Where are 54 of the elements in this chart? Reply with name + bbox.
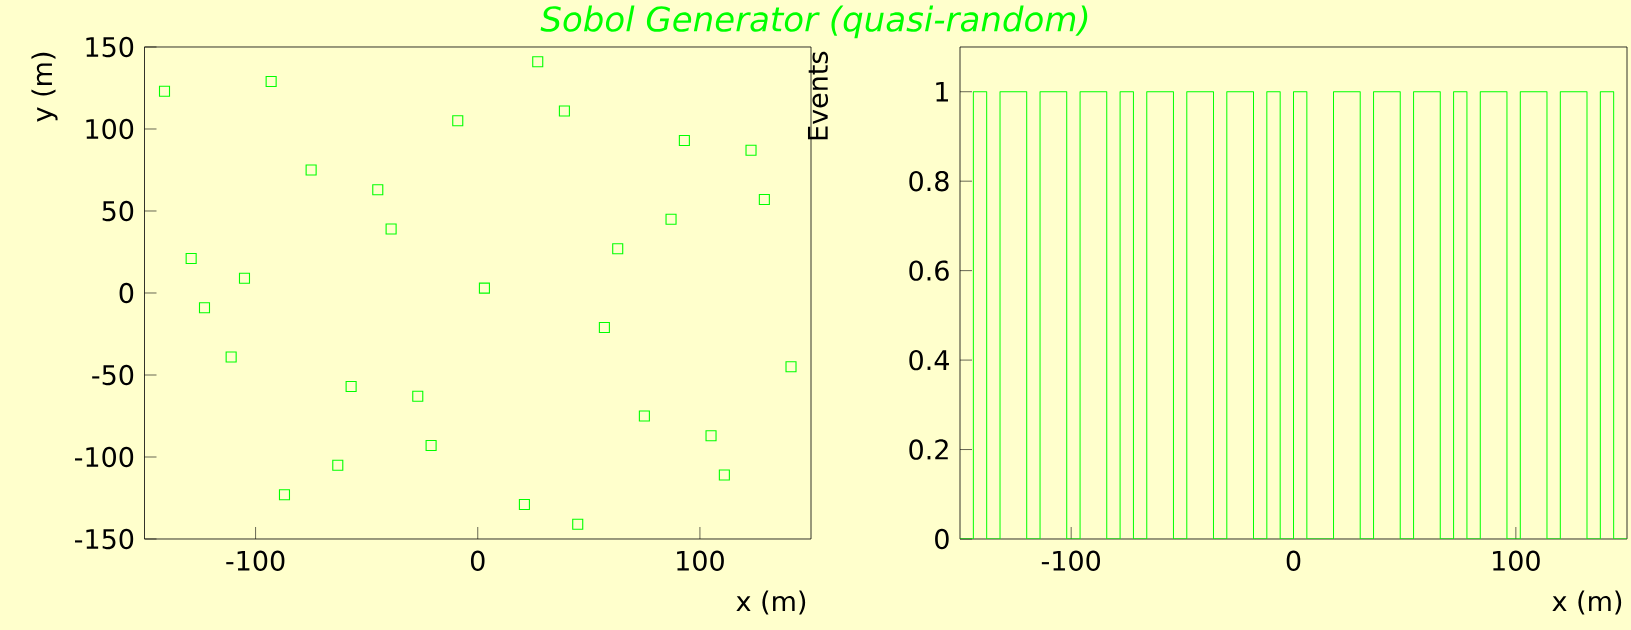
- x-tick-label: 0: [1286, 550, 1301, 571]
- y-tick-label: 0.6: [909, 260, 949, 281]
- y-axis-title: y (m): [31, 52, 58, 122]
- point: [225, 351, 237, 363]
- point: [385, 223, 397, 235]
- y-tick-label: 1: [936, 81, 948, 102]
- x-tick-label: 100: [1493, 550, 1540, 571]
- point: [665, 213, 677, 225]
- point: [705, 430, 717, 442]
- point: [785, 361, 797, 373]
- point: [478, 282, 490, 294]
- point: [452, 115, 464, 127]
- x-axis-title: x (m): [1552, 590, 1622, 615]
- point: [332, 459, 344, 471]
- y-tick-label: 0.4: [909, 349, 949, 371]
- y-tick-label: 0: [119, 282, 134, 304]
- point: [185, 253, 197, 265]
- point: [518, 499, 530, 511]
- x-tick-label: -100: [1041, 550, 1101, 571]
- point: [758, 193, 770, 206]
- x-axis-title: x (m): [736, 590, 806, 615]
- x-tick-label: 100: [677, 550, 724, 571]
- point: [598, 321, 610, 333]
- point: [198, 302, 211, 314]
- x-tick-label: 0: [470, 550, 485, 571]
- point: [612, 243, 624, 255]
- y-tick-label: -100: [75, 446, 134, 468]
- y-tick-label: 0: [935, 528, 949, 550]
- point: [265, 75, 277, 87]
- chart-title: Sobol Generator (quasi-random): [540, 5, 1088, 39]
- point: [718, 469, 730, 481]
- point: [158, 85, 171, 97]
- y-tick-label: -50: [92, 364, 134, 386]
- y-tick-label: 0.8: [909, 170, 949, 192]
- point: [558, 105, 570, 117]
- point: [678, 134, 690, 147]
- y-tick-label: 150: [86, 36, 134, 58]
- point: [238, 272, 251, 284]
- y-tick-label: 100: [86, 118, 134, 140]
- point: [425, 439, 437, 452]
- y-tick-label: -150: [75, 528, 134, 550]
- y-axis-title: Events: [807, 51, 829, 140]
- x-tick-label: -100: [226, 550, 285, 571]
- point: [572, 518, 584, 530]
- point: [412, 390, 424, 402]
- point: [638, 410, 650, 422]
- point: [745, 144, 757, 156]
- point: [345, 380, 357, 393]
- point: [305, 164, 317, 176]
- y-tick-label: 0.2: [909, 439, 948, 460]
- point: [278, 489, 291, 501]
- point: [532, 56, 544, 68]
- point: [372, 184, 384, 196]
- y-tick-label: 50: [102, 200, 134, 222]
